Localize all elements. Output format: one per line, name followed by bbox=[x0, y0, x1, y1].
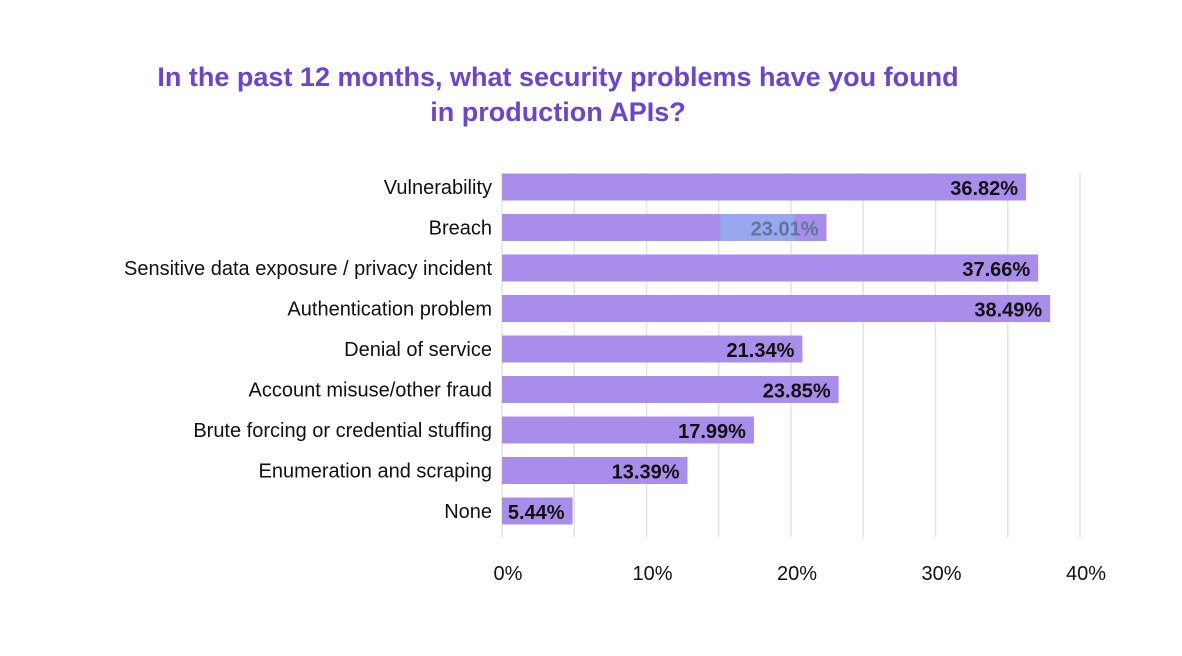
category-label: Breach bbox=[429, 218, 492, 240]
data-label: 37.66% bbox=[962, 259, 1030, 281]
category-label: Sensitive data exposure / privacy incide… bbox=[124, 258, 492, 280]
bar bbox=[502, 497, 573, 525]
label-highlight bbox=[720, 214, 795, 241]
data-label: 13.39% bbox=[612, 462, 680, 484]
category-label: Enumeration and scraping bbox=[259, 461, 492, 483]
category-label: None bbox=[444, 501, 492, 523]
category-label: Authentication problem bbox=[287, 299, 492, 321]
data-label: 21.34% bbox=[727, 340, 795, 362]
chart-title-line-2: in production APIs? bbox=[430, 97, 686, 127]
x-tick-label: 10% bbox=[632, 563, 672, 585]
category-label: Account misuse/other fraud bbox=[249, 380, 492, 402]
bar bbox=[502, 173, 1027, 201]
chart-title-line-1: In the past 12 months, what security pro… bbox=[157, 62, 959, 92]
category-label: Vulnerability bbox=[384, 177, 492, 199]
data-label: 23.01% bbox=[751, 219, 819, 241]
data-label: 23.85% bbox=[763, 381, 831, 403]
bar bbox=[502, 416, 754, 444]
data-label: 38.49% bbox=[974, 300, 1042, 322]
x-tick-label: 30% bbox=[921, 563, 961, 585]
chart-title: In the past 12 months, what security pro… bbox=[0, 60, 1116, 130]
category-label: Brute forcing or credential stuffing bbox=[193, 420, 492, 442]
bar bbox=[502, 376, 839, 403]
data-label: 17.99% bbox=[678, 421, 746, 443]
x-tick-label: 20% bbox=[777, 563, 817, 585]
bar bbox=[502, 295, 1051, 322]
data-label: 5.44% bbox=[508, 502, 565, 524]
category-label: Denial of service bbox=[344, 339, 492, 361]
bar bbox=[502, 254, 1039, 282]
x-tick-label: 0% bbox=[494, 563, 523, 585]
data-label: 36.82% bbox=[950, 178, 1018, 200]
bar bbox=[502, 335, 803, 363]
bar bbox=[502, 457, 688, 484]
x-tick-label: 40% bbox=[1066, 563, 1106, 585]
